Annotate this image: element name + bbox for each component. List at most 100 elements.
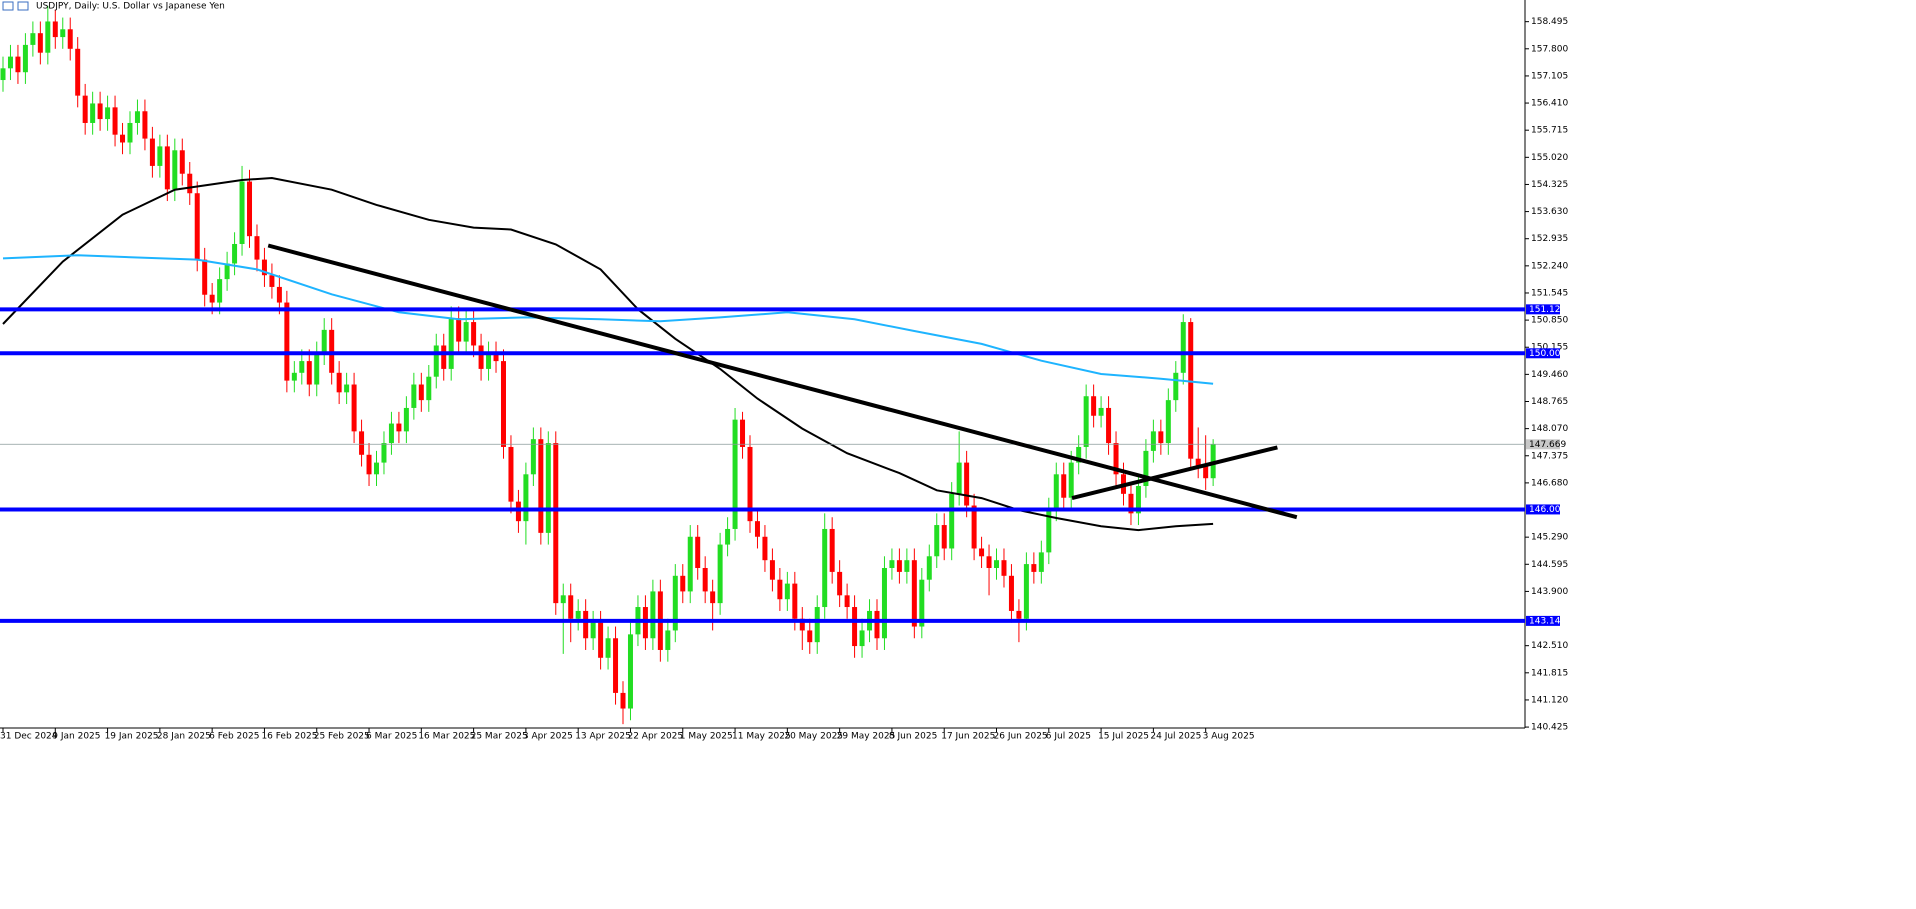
current-price-label: 147.669 [1529,440,1566,450]
candle-body [508,446,514,502]
candle-body [687,536,693,592]
candle-body [725,528,731,545]
candle-body [411,384,417,408]
plot-area [0,5,1216,725]
candle-body [67,29,73,49]
x-tick-label: 26 Jun 2025 [994,732,1048,742]
candle-body [613,638,619,693]
candle-body [471,322,477,346]
x-tick-label: 19 Jan 2025 [105,732,159,742]
candle-body [493,353,499,362]
x-tick-label: 17 Jun 2025 [941,732,995,742]
candle-body [1046,509,1052,553]
candle-body [486,353,492,369]
candle-body [814,607,820,643]
moving-average-line [2,254,1214,385]
candle-body [217,279,223,303]
candle-body [1135,486,1141,514]
y-tick-label: 149.460 [1531,370,1568,380]
level-label-box [1526,615,1560,626]
candle-body [971,505,977,549]
y-tick-label: 153.630 [1531,207,1568,217]
candle-body [710,591,716,604]
candle-body [120,134,126,143]
candle-body [807,630,813,643]
candle-body [209,294,215,303]
candle-body [859,630,865,647]
level-label-box [1526,504,1560,515]
level-label: 151.126 [1529,305,1566,315]
candle-body [1173,372,1179,401]
candle-body [112,107,118,135]
y-tick-label: 140.425 [1531,723,1568,733]
candle-body [75,48,81,96]
x-tick-label: 6 Feb 2025 [209,732,259,742]
candle-body [754,521,760,537]
candle-body [919,579,925,627]
candle-body [1195,458,1201,467]
candle-body [784,583,790,600]
candle-body [605,638,611,658]
y-tick-label: 152.240 [1531,261,1568,271]
candle-body [403,407,409,432]
y-tick-label: 143.900 [1531,587,1568,597]
x-tick-label: 16 Feb 2025 [261,732,317,742]
candle-body [157,146,163,166]
candle-body [134,111,140,123]
candle-body [934,525,940,557]
x-tick-label: 3 Aug 2025 [1203,732,1255,742]
candle-body [45,21,51,53]
candle-body [22,44,28,73]
candle-body [418,384,424,401]
candle-body [672,575,678,631]
candle-body [986,556,992,568]
x-tick-label: 25 Mar 2025 [471,732,528,742]
current-price-box [1526,439,1560,450]
candle-body [299,361,305,373]
y-tick-label: 148.070 [1531,424,1568,434]
level-label: 150.000 [1529,349,1566,359]
candle-body [37,33,43,53]
candle-body [426,376,432,401]
candle-body [1023,564,1029,619]
candle-body [52,21,58,38]
candle-body [1180,322,1186,373]
candle-body [979,548,985,557]
x-tick-label: 11 May 2025 [732,732,791,742]
candle-body [269,275,275,287]
candle-body [396,423,402,432]
candle-body [254,236,260,260]
candle-body [949,493,955,549]
candle-body [680,575,686,592]
candle-body [1113,443,1119,475]
candle-body [1061,474,1067,498]
y-tick-label: 151.545 [1531,288,1568,298]
candle-body [695,536,701,568]
candle-body [0,68,6,81]
x-tick-label: 29 May 2025 [837,732,896,742]
candle-body [105,107,111,120]
candle-body [762,536,768,561]
y-tick-label: 141.120 [1531,695,1568,705]
y-tick-label: 157.800 [1531,44,1568,54]
x-tick-label: 28 Jan 2025 [157,732,211,742]
candle-body [194,193,200,260]
x-tick-label: 31 Dec 2024 [0,732,58,742]
candle-body [650,591,656,639]
candle-body [15,56,21,73]
candle-body [433,345,439,377]
y-tick-label: 146.680 [1531,478,1568,488]
x-tick-label: 16 Mar 2025 [418,732,475,742]
candle-body [172,150,178,190]
y-tick-label: 154.325 [1531,180,1568,190]
candle-body [366,454,372,475]
candle-body [478,345,484,369]
candle-body [1053,474,1059,510]
y-tick-label: 152.935 [1531,234,1568,244]
x-tick-label: 6 Mar 2025 [366,732,417,742]
candle-body [1158,431,1164,444]
level-label-box [1526,304,1560,315]
candle-body [284,302,290,381]
candle-body [388,423,394,444]
